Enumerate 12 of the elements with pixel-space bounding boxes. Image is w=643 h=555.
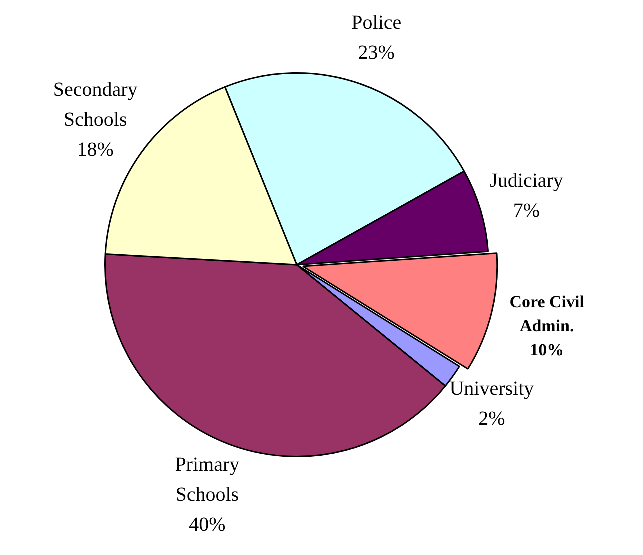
data-label: 18% — [77, 139, 114, 162]
data-label: 10% — [530, 340, 564, 360]
slice-label: Core Civil Admin. — [510, 292, 585, 336]
slice-label: Primary Schools — [175, 454, 240, 506]
slice-label: Secondary Schools — [53, 79, 138, 132]
data-label: 7% — [513, 200, 540, 222]
slice-label: University — [450, 378, 534, 400]
data-label: 23% — [358, 42, 395, 64]
data-label: 40% — [189, 514, 226, 536]
slice-label: Judiciary — [490, 170, 564, 192]
slice-label: Police — [352, 12, 402, 34]
data-label: 2% — [478, 408, 506, 430]
